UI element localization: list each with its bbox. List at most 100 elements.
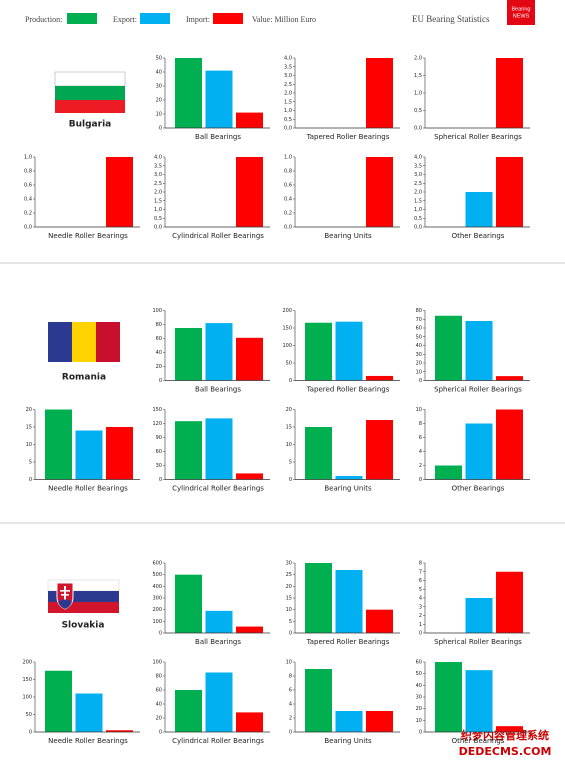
y-tick-label: 0,0	[284, 225, 292, 231]
y-tick-label: 4,0	[414, 155, 422, 161]
bar	[435, 315, 462, 381]
y-tick-label: 3,5	[414, 163, 422, 169]
y-tick-label: 4,0	[284, 56, 292, 62]
y-tick-label: 50	[416, 334, 422, 340]
y-tick-label: 0,0	[414, 225, 422, 231]
legend-label: Import:	[186, 15, 210, 24]
bar	[45, 409, 72, 480]
y-tick-label: 150	[22, 677, 32, 683]
y-tick-label: 30	[416, 695, 422, 701]
bar	[236, 473, 263, 480]
y-tick-label: 25	[286, 572, 292, 578]
bar	[175, 690, 202, 732]
bar	[175, 328, 202, 381]
y-tick-label: 0	[419, 631, 422, 637]
y-tick-label: 0,0	[414, 126, 422, 132]
y-tick-label: 2,5	[414, 181, 422, 187]
y-tick-label: 2,0	[414, 190, 422, 196]
bar	[335, 711, 363, 732]
bar	[435, 662, 462, 732]
watermark: DEDECMS.COM	[459, 745, 552, 758]
y-tick-label: 20	[156, 98, 162, 104]
bar	[45, 670, 72, 732]
y-tick-label: 1,0	[414, 207, 422, 213]
legend-swatch	[213, 13, 243, 24]
logo	[507, 0, 535, 25]
bar	[465, 192, 493, 227]
y-tick-label: 60	[416, 326, 422, 332]
flag-slovakia	[47, 579, 120, 613]
chart-title: Tapered Roller Bearings	[306, 133, 390, 141]
y-tick-label: 0,5	[284, 117, 292, 123]
y-tick-label: 40	[156, 70, 162, 76]
bar	[496, 409, 523, 480]
y-tick-label: 2,0	[414, 56, 422, 62]
y-tick-label: 20	[156, 716, 162, 722]
y-tick-label: 10	[416, 718, 422, 724]
bar	[106, 157, 133, 227]
chart-title: Other Bearings	[452, 737, 505, 745]
chart-title: Needle Roller Bearings	[48, 737, 128, 745]
chart-title: Tapered Roller Bearings	[306, 386, 390, 394]
y-tick-label: 0,0	[24, 225, 32, 231]
y-tick-label: 2	[289, 716, 292, 722]
chart-title: Bearing Units	[324, 485, 372, 493]
y-tick-label: 4	[289, 702, 292, 708]
y-tick-label: 0	[29, 730, 32, 736]
legend-label: Production:	[25, 15, 62, 24]
chart-title: Other Bearings	[452, 485, 505, 493]
flag-bulgaria	[54, 71, 126, 113]
y-tick-label: 0,5	[414, 216, 422, 222]
bar	[175, 574, 202, 633]
bar	[366, 420, 393, 480]
y-tick-label: 0,0	[284, 126, 292, 132]
y-tick-label: 30	[156, 84, 162, 90]
y-tick-label: 0,2	[24, 211, 32, 217]
bar	[366, 375, 393, 381]
bar	[106, 427, 133, 480]
y-tick-label: 0,8	[284, 169, 292, 175]
bar	[335, 321, 363, 381]
y-tick-label: 50	[156, 56, 162, 62]
y-tick-label: 400	[152, 584, 162, 590]
y-tick-label: 10	[156, 112, 162, 118]
y-tick-label: 1,5	[154, 198, 162, 204]
y-tick-label: 10	[286, 660, 292, 666]
bar	[335, 476, 363, 480]
y-tick-label: 60	[156, 336, 162, 342]
y-tick-label: 3,5	[284, 64, 292, 70]
bar	[465, 423, 493, 480]
y-tick-label: 100	[282, 343, 292, 349]
y-tick-label: 4,0	[154, 155, 162, 161]
y-tick-label: 1,0	[154, 207, 162, 213]
bar	[175, 421, 202, 480]
bar	[205, 418, 233, 480]
y-tick-label: 1,5	[414, 198, 422, 204]
chart-title: Ball Bearings	[195, 133, 241, 141]
y-tick-label: 120	[152, 421, 162, 427]
y-tick-label: 0	[289, 378, 292, 384]
y-tick-label: 40	[416, 683, 422, 689]
y-tick-label: 40	[156, 350, 162, 356]
y-tick-label: 0	[159, 730, 162, 736]
bar	[236, 626, 263, 633]
bar	[75, 693, 103, 732]
y-tick-label: 30	[416, 352, 422, 358]
y-tick-label: 7	[419, 569, 422, 575]
bar	[305, 322, 332, 381]
y-tick-label: 0	[159, 631, 162, 637]
y-tick-label: 80	[156, 322, 162, 328]
y-tick-label: 5	[419, 587, 422, 593]
y-tick-label: 10	[286, 442, 292, 448]
y-tick-label: 20	[156, 364, 162, 370]
y-tick-label: 5	[29, 460, 32, 466]
y-tick-label: 15	[286, 596, 292, 602]
y-tick-label: 4	[419, 596, 422, 602]
y-tick-label: 2,0	[284, 91, 292, 97]
y-tick-label: 0,5	[154, 216, 162, 222]
chart-title: Ball Bearings	[195, 638, 241, 646]
legend-label: Export:	[113, 15, 137, 24]
logo-text: NEWS	[513, 13, 530, 19]
y-tick-label: 0,4	[284, 197, 292, 203]
